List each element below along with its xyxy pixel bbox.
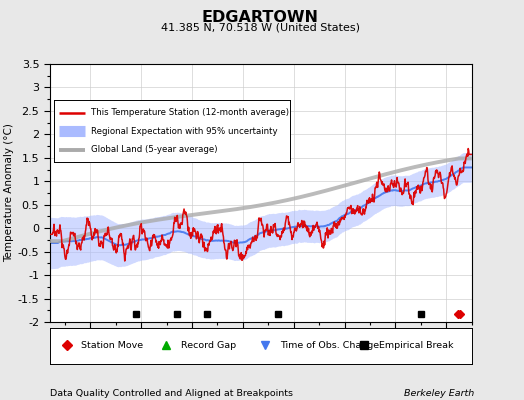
Text: Data Quality Controlled and Aligned at Breakpoints: Data Quality Controlled and Aligned at B…	[50, 389, 293, 398]
Y-axis label: Temperature Anomaly (°C): Temperature Anomaly (°C)	[4, 124, 14, 262]
Text: Record Gap: Record Gap	[181, 341, 236, 350]
Text: Station Move: Station Move	[81, 341, 144, 350]
Text: 41.385 N, 70.518 W (United States): 41.385 N, 70.518 W (United States)	[161, 22, 360, 32]
Text: Time of Obs. Change: Time of Obs. Change	[280, 341, 379, 350]
Text: Empirical Break: Empirical Break	[379, 341, 453, 350]
Text: EDGARTOWN: EDGARTOWN	[202, 10, 319, 25]
Text: Berkeley Earth: Berkeley Earth	[404, 389, 474, 398]
